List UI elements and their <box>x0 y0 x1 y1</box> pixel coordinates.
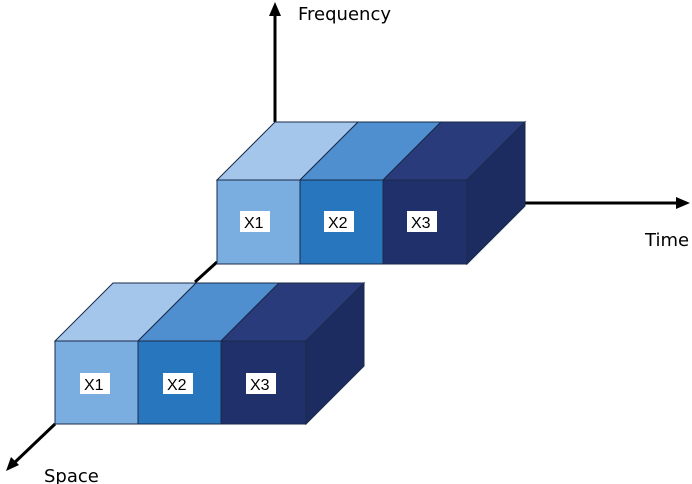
block-x2-label: X2 <box>167 377 187 394</box>
time-axis-label: Time <box>644 230 689 251</box>
block-x1-label-box <box>240 211 270 232</box>
block-x3-label: X3 <box>250 377 270 394</box>
block-x2-label-box <box>324 211 354 232</box>
block-stack-upper: X1 X2 X3 <box>215 120 527 266</box>
block-x3-label: X3 <box>411 215 431 232</box>
space-axis <box>6 260 219 471</box>
block-x3-front <box>220 340 307 425</box>
block-x3-label-box <box>246 373 276 394</box>
block-x2-label-box <box>163 373 193 394</box>
block-stack-lower: X1 X2 X3 <box>53 281 366 426</box>
frequency-axis-label: Frequency <box>298 4 391 25</box>
block-x1-label: X1 <box>244 215 264 232</box>
time-axis <box>525 197 690 209</box>
frequency-axis <box>269 2 281 122</box>
block-x2-label: X2 <box>328 215 348 232</box>
block-x1-label-box <box>80 373 110 394</box>
space-axis-label: Space <box>44 466 99 484</box>
block-x3-label-box <box>407 211 437 232</box>
block-x1-label: X1 <box>84 377 104 394</box>
